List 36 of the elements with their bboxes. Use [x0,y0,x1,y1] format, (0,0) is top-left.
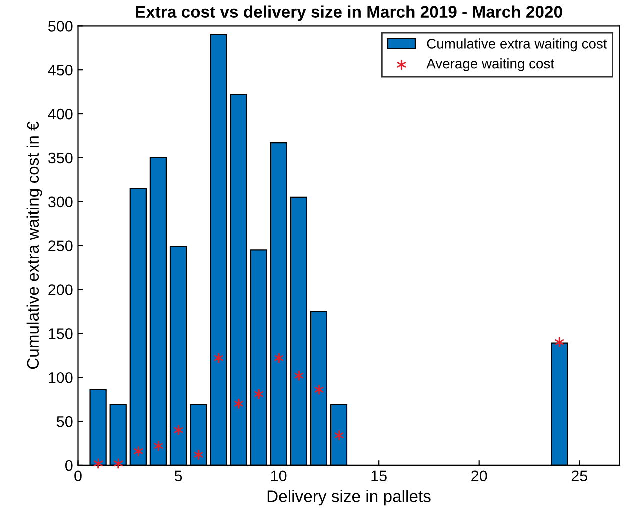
y-tick-label: 250 [48,240,73,252]
point [254,389,264,400]
point [174,425,184,436]
point [314,384,324,395]
x-tick-label: 20 [472,470,488,482]
y-tick-label: 150 [49,328,73,340]
point [134,446,143,456]
point [194,450,204,460]
y-tick-label: 100 [49,372,73,384]
legend-label: Average waiting cost [426,58,554,72]
point [114,458,123,469]
point [334,430,344,441]
point [274,353,284,364]
point [555,337,564,348]
x-axis-title: Delivery size in pallets [268,490,431,506]
y-tick-label: 200 [48,284,73,296]
y-tick-label: 0 [65,460,73,472]
y-tick-label: 300 [48,196,73,208]
point [234,398,244,410]
point [154,441,163,452]
y-axis-title: Cumulative extra waiting cost in € [26,122,42,370]
legend-label: Cumulative extra waiting cost [427,38,608,52]
chart-title: Extra cost vs delivery size in March 2019 - March 2020 [136,6,562,22]
point [214,353,224,364]
x-tick-label: 10 [271,470,287,482]
y-tick-label: 450 [48,64,73,76]
y-tick-label: 400 [48,108,73,120]
x-tick-label: 25 [572,470,588,482]
y-tick-label: 350 [48,152,73,164]
x-tick-label: 15 [372,470,387,482]
x-tick-label: 0 [74,470,82,482]
y-tick-label: 500 [48,21,73,32]
point [294,370,304,381]
x-tick-label: 5 [174,470,182,482]
point [94,458,103,469]
y-tick-label: 50 [57,416,73,428]
